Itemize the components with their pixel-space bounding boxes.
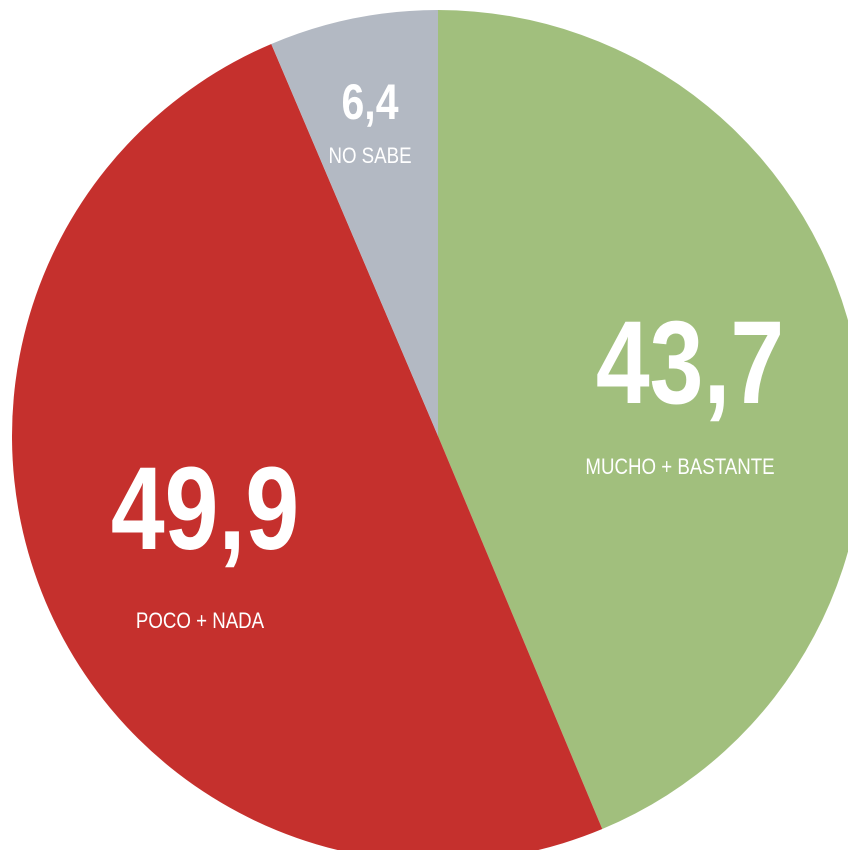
category-label: POCO + NADA [136,609,265,633]
value-label: 49,9 [111,442,299,574]
value-label: 6,4 [342,74,400,130]
pie-slice [438,10,848,830]
category-label: MUCHO + BASTANTE [585,455,774,479]
pie-slice [11,43,603,850]
category-label: NO SABE [328,144,411,168]
value-label: 43,7 [596,296,784,428]
pie-slice [271,10,438,436]
